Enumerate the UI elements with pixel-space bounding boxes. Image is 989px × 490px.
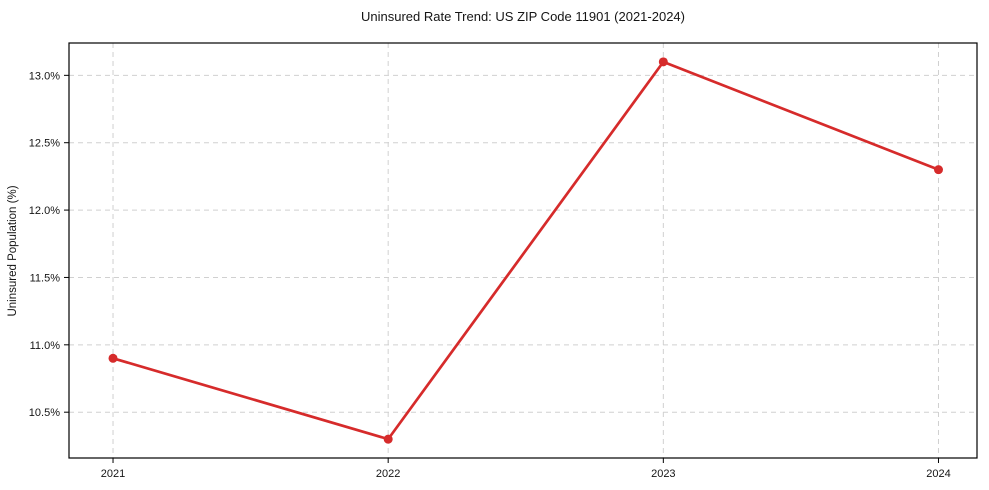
trend-line bbox=[111, 60, 940, 441]
x-tick-label: 2021 bbox=[101, 468, 125, 480]
data-point-2023 bbox=[658, 57, 668, 67]
y-tick-label: 11.5% bbox=[30, 272, 61, 284]
y-tick-label: 11.0% bbox=[30, 340, 61, 352]
chart-title: Uninsured Rate Trend: US ZIP Code 11901 … bbox=[361, 9, 685, 24]
y-tick-label: 12.5% bbox=[29, 138, 60, 150]
x-tick-label: 2023 bbox=[651, 468, 675, 480]
y-tick-label: 12.0% bbox=[29, 205, 60, 217]
plot-frame bbox=[68, 42, 978, 459]
data-point-2021 bbox=[108, 353, 118, 363]
x-tick-label: 2022 bbox=[376, 468, 400, 480]
y-tick-label: 10.5% bbox=[29, 407, 60, 419]
y-tick-label: 13.0% bbox=[29, 70, 60, 82]
data-point-2024 bbox=[933, 165, 943, 175]
x-tick-label: 2024 bbox=[926, 468, 950, 480]
data-point-2022 bbox=[383, 434, 393, 444]
